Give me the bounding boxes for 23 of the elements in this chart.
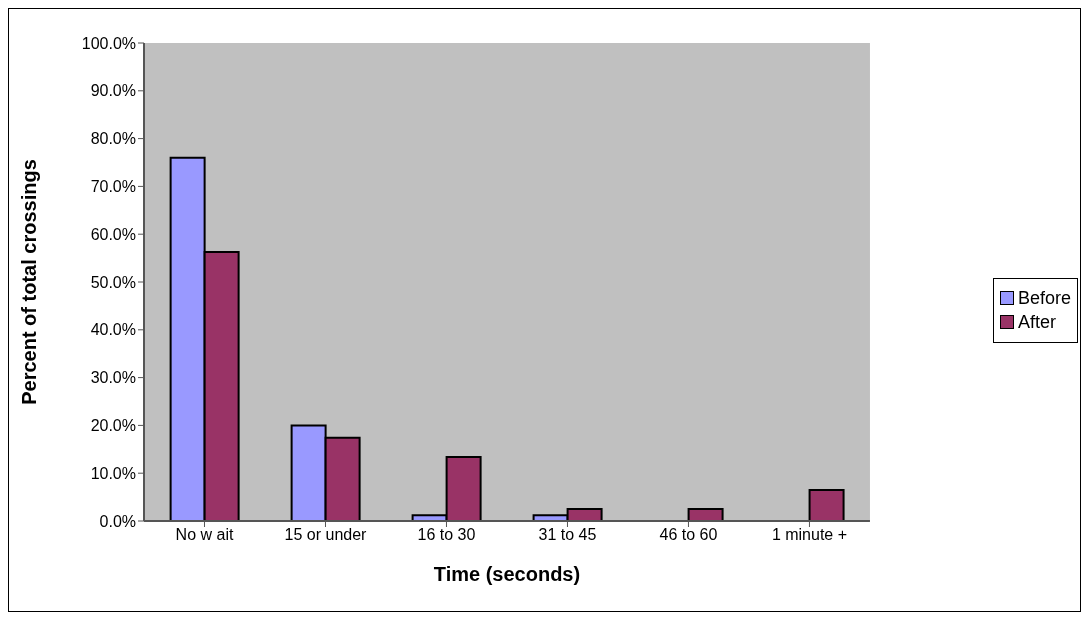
- y-tick-label: 60.0%: [90, 225, 136, 243]
- x-tick-label: 31 to 45: [538, 526, 597, 544]
- y-tick-label: 30.0%: [90, 369, 136, 387]
- x-tick-label: 46 to 60: [659, 526, 718, 544]
- y-axis-title: Percent of total crossings: [18, 159, 41, 405]
- bar: [687, 508, 724, 521]
- y-tick-label: 20.0%: [90, 417, 136, 435]
- x-tick-label: 16 to 30: [417, 526, 476, 544]
- x-tick-label: No w ait: [175, 526, 234, 544]
- y-tick-label: 70.0%: [90, 178, 136, 196]
- y-tick-label: 80.0%: [90, 130, 136, 148]
- y-tick-label: 50.0%: [90, 273, 136, 291]
- bar: [808, 488, 845, 521]
- legend-label: Before: [1017, 287, 1071, 309]
- y-tick-label: 0.0%: [99, 512, 136, 530]
- legend-label: After: [1017, 311, 1056, 333]
- y-tick-label: 10.0%: [90, 464, 136, 482]
- x-tick-label: 1 minute +: [771, 526, 848, 544]
- x-tick-label: 15 or under: [284, 526, 368, 544]
- x-axis-title: Time (seconds): [433, 563, 581, 585]
- y-tick-label: 40.0%: [90, 321, 136, 339]
- y-tick-label: 100.0%: [81, 34, 136, 52]
- y-tick-label: 90.0%: [90, 82, 136, 100]
